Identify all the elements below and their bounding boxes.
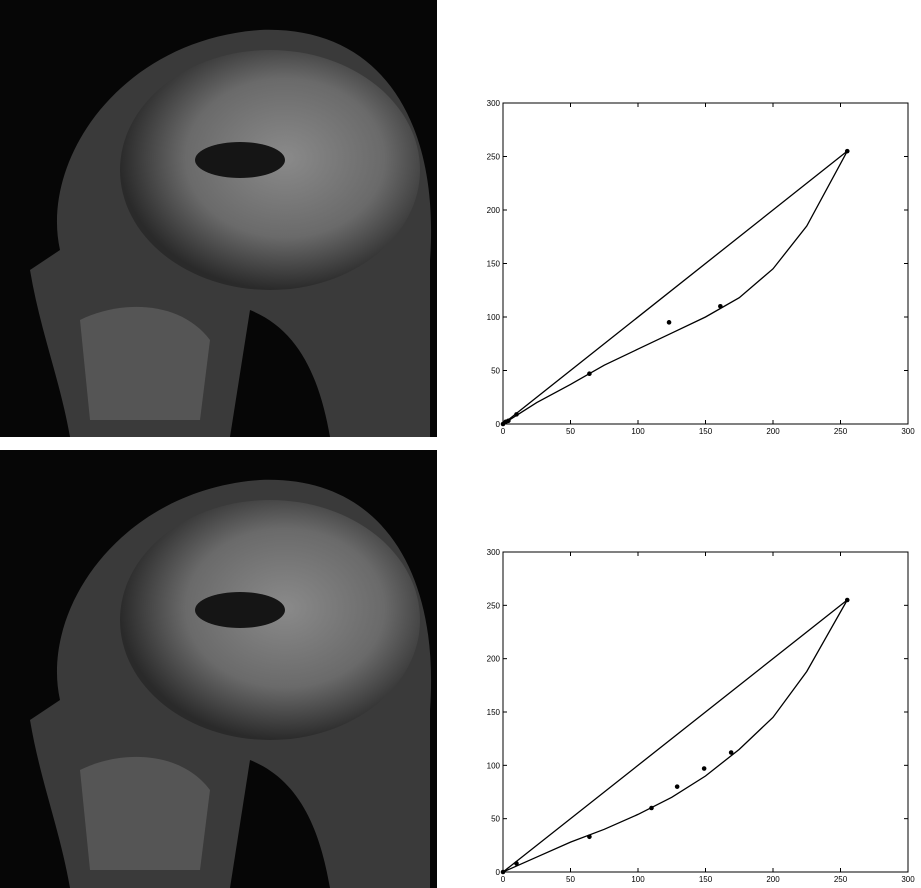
curve [503, 600, 847, 872]
point [702, 766, 707, 771]
y-tick-label: 150 [487, 708, 501, 717]
y-tick-label: 0 [496, 868, 501, 877]
y-tick-label: 100 [487, 313, 501, 322]
y-tick-label: 150 [487, 260, 501, 269]
x-tick-label: 50 [566, 427, 575, 436]
y-tick-label: 250 [487, 153, 501, 162]
point [667, 320, 672, 325]
figure: 0 50 100 150 200 250 300 0 50 100 150 200 250 300 0 50 1… [0, 0, 921, 888]
y-tick-label: 200 [487, 206, 501, 215]
x-tick-label: 300 [901, 875, 915, 884]
y-tick-label: 50 [491, 367, 500, 376]
x-tick-label: 0 [501, 875, 506, 884]
x-tick-label: 150 [699, 427, 713, 436]
x-tick-label: 250 [834, 427, 848, 436]
mri-image [0, 450, 437, 888]
y-tick-label: 300 [487, 548, 501, 557]
y-tick-label: 0 [496, 420, 501, 429]
x-tick-label: 0 [501, 427, 506, 436]
y-tick-label: 300 [487, 99, 501, 108]
mri-image [0, 0, 437, 437]
x-tick-label: 100 [631, 427, 645, 436]
x-tick-label: 50 [566, 875, 575, 884]
y-tick-label: 50 [491, 815, 500, 824]
x-tick-label: 100 [631, 875, 645, 884]
x-tick-label: 150 [699, 875, 713, 884]
y-tick-label: 250 [487, 601, 501, 610]
y-tick-label: 200 [487, 655, 501, 664]
x-tick-label: 200 [766, 427, 780, 436]
curve [503, 151, 847, 424]
y-tick-label: 100 [487, 761, 501, 770]
x-tick-label: 200 [766, 875, 780, 884]
point [675, 784, 680, 789]
x-tick-label: 250 [834, 875, 848, 884]
x-tick-label: 300 [901, 427, 915, 436]
